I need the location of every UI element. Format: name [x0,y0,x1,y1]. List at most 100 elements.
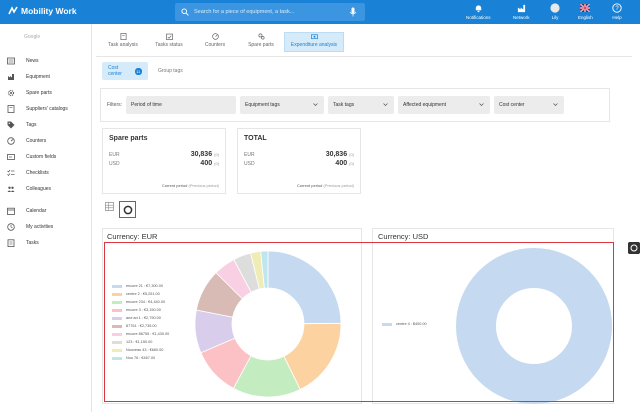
equipment-icon [8,74,14,80]
card-row-eur: EUR 30,836 (0) [244,150,354,159]
legend-label: encore 234 : €4,440.00 [126,300,166,304]
legend-swatch [382,322,392,326]
amount-value: 400 [200,160,213,167]
tasks-status-icon [165,33,173,40]
filter-label: Affected equipment [403,102,446,108]
brand-name: Mobility Work [21,6,77,16]
usd-chart-legend: centre 4 : $400.00 [382,320,427,328]
tab-label: Expenditure analysis [290,42,338,48]
legend-label: Nouveau 43 : €660.00 [126,348,164,352]
sidebar-item-tasks[interactable]: Tasks [0,236,92,250]
sidebar-item-checklists[interactable]: Checklists [0,166,92,180]
chevron-down-icon [553,103,558,106]
brand-logo[interactable]: Mobility Work [8,6,77,16]
tab-spare-parts[interactable]: Spare parts [238,32,284,52]
tag-icon [7,121,15,129]
legend-label: Nou 76 : €467.00 [126,356,156,360]
legend-swatch [112,308,122,312]
sidebar-item-tags[interactable]: Tags [0,118,92,132]
search-input[interactable]: Search for a piece of equipment, a task.… [175,3,365,21]
task-analysis-icon [120,33,126,40]
sidebar-item-label: Colleagues [26,186,52,192]
spare-parts-icon [7,89,15,97]
legend-item[interactable]: and ad 1 : €2,790.00 [112,314,169,322]
subtab-group-tags[interactable]: Group tags [152,62,189,80]
microphone-icon[interactable] [349,7,357,17]
filters-label: Filters: [107,102,122,108]
sidebar-item-colleagues[interactable]: Colleagues [0,182,92,196]
legend-label: centre 4 : $400.00 [396,322,427,326]
currency-label: USD [109,160,120,167]
sidebar-item-suppliers-catalogs[interactable]: Suppliers' catalogs [0,102,92,116]
sidebar-item-counters[interactable]: Counters [0,134,92,148]
donut-slice[interactable] [260,250,269,289]
legend-item[interactable]: centre 4 : $400.00 [382,320,427,328]
sidebar-item-equipment[interactable]: Equipment [0,70,92,84]
filters-bar: Filters: Period of time Equipment tags T… [100,88,610,122]
sidebar-item-spare-parts[interactable]: Spare parts [0,86,92,100]
legend-item[interactable]: encore 86755 : €1,430.00 [112,330,169,338]
legend-item[interactable]: Nou 76 : €467.00 [112,354,169,362]
svg-text:?: ? [615,6,619,12]
donut-slice[interactable] [267,250,342,325]
logo-icon [8,6,18,15]
card-row-usd: USD 400 (0) [109,159,219,168]
nav-user[interactable]: Lily [550,3,560,20]
legend-label: encore 3 : €3,150.00 [126,308,161,312]
legend-item[interactable]: encore 21 : €7,300.00 [112,282,169,290]
sidebar-item-calendar[interactable]: Calendar [0,204,92,218]
nav-label: Lily [551,15,559,20]
card-title: TOTAL [244,135,267,142]
usd-donut-chart [456,248,612,404]
tab-task-analysis[interactable]: Task analysis [100,32,146,52]
pie-chart-view-icon[interactable] [123,205,133,215]
nav-notifications[interactable]: Notifications [466,3,491,20]
nav-network[interactable]: Network [513,3,530,20]
tab-counters[interactable]: Counters [192,32,238,52]
floating-action-icon[interactable] [628,242,640,254]
sidebar: Google News Equipment Spare parts Suppli… [0,24,92,412]
legend-item[interactable]: centre 2 : €5,251.00 [112,290,169,298]
filter-label: Period of time [131,102,162,108]
previous-value: (0) [349,161,354,166]
nav-language[interactable]: English [578,3,593,20]
sidebar-item-news[interactable]: News [0,54,92,68]
eur-chart-legend: encore 21 : €7,300.00 centre 2 : €5,251.0… [112,282,169,362]
table-view-icon[interactable] [105,202,114,211]
avatar-icon [550,3,560,13]
nav-label: Network [513,15,530,20]
sidebar-item-label: Suppliers' catalogs [26,106,68,112]
legend-item[interactable]: encore 3 : €3,150.00 [112,306,169,314]
filter-cost-center[interactable]: Cost center [494,96,564,114]
sidebar-item-label: My activities [26,224,54,230]
legend-item[interactable]: Nouveau 43 : €660.00 [112,346,169,354]
analysis-tabs: Task analysis Tasks status Counters Spar… [100,32,344,52]
card-footer: Current period (Previous period) [297,183,354,188]
sidebar-item-label: Calendar [26,208,47,214]
filter-task-tags[interactable]: Task tags [328,96,394,114]
filter-equipment-tags[interactable]: Equipment tags [240,96,324,114]
filter-period-of-time[interactable]: Period of time [126,96,236,114]
sidebar-item-custom-fields[interactable]: Custom fields [0,150,92,164]
donut-slice[interactable] [456,248,612,404]
card-row-usd: USD 400 (0) [244,159,354,168]
legend-item[interactable]: 123 : €1,150.00 [112,338,169,346]
subtab-cost-center[interactable]: Cost center 11 [102,62,148,80]
filter-label: Task tags [333,102,355,108]
tab-expenditure-analysis[interactable]: Expenditure analysis [284,32,344,52]
nav-help[interactable]: ? Help [612,3,622,20]
sidebar-item-label: Equipment [26,74,50,80]
filter-affected-equipment[interactable]: Affected equipment [398,96,490,114]
spare-parts-card: Spare parts EUR 30,836 (0) USD 400 (0) Curre… [102,128,226,194]
currency-label: EUR [244,151,255,158]
counter-icon [7,137,15,145]
chevron-down-icon [313,103,318,106]
tab-tasks-status[interactable]: Tasks status [146,32,192,52]
tab-label: Counters [204,42,226,48]
legend-item[interactable]: encore 234 : €4,440.00 [112,298,169,306]
sidebar-item-my-activities[interactable]: My activities [0,220,92,234]
legend-item[interactable]: 87761 : €2,735.00 [112,322,169,330]
sidebar-item-label: Spare parts [26,90,52,96]
subtab-label: Cost center [108,65,122,77]
eur-chart-title: Currency: EUR [107,232,158,241]
